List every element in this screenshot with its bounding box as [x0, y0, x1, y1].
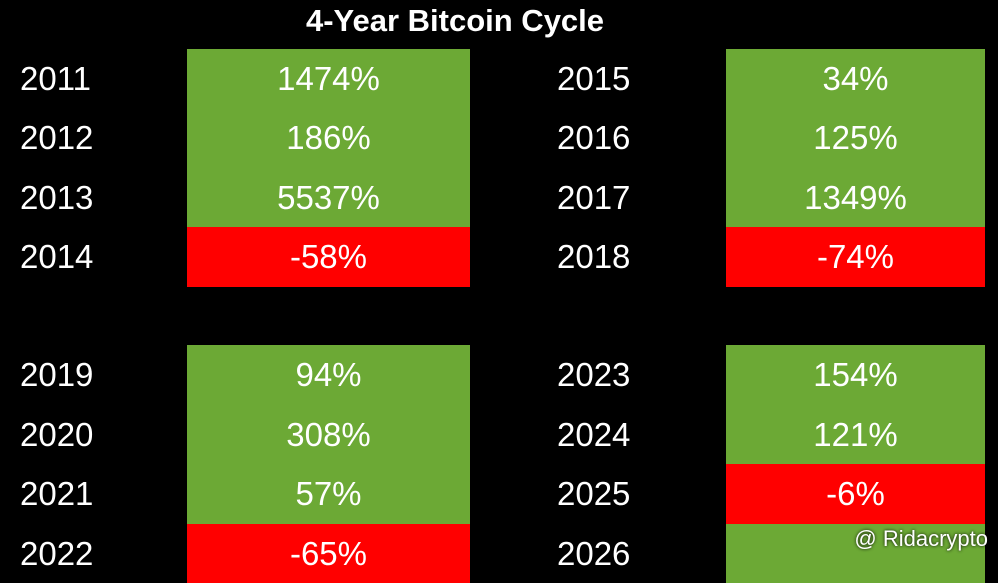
change-cell: 1349% [726, 168, 985, 228]
title: 4-Year Bitcoin Cycle [0, 0, 910, 42]
year-label: 2021 [20, 464, 93, 524]
year-label: 2026 [557, 524, 630, 583]
year-label: 2023 [557, 345, 630, 405]
change-cell: 34% [726, 49, 985, 109]
change-cell: 94% [187, 345, 470, 405]
change-cell: 57% [187, 464, 470, 524]
change-cell: 186% [187, 108, 470, 168]
year-label: 2015 [557, 49, 630, 109]
year-label: 2014 [20, 227, 93, 287]
year-label: 2024 [557, 405, 630, 465]
change-cell: 308% [187, 405, 470, 465]
change-cell: -6% [726, 464, 985, 524]
year-label: 2018 [557, 227, 630, 287]
year-label: 2012 [20, 108, 93, 168]
change-cell: 125% [726, 108, 985, 168]
year-label: 2013 [20, 168, 93, 228]
change-cell: -65% [187, 524, 470, 583]
year-label: 2016 [557, 108, 630, 168]
year-label: 2020 [20, 405, 93, 465]
year-label: 2025 [557, 464, 630, 524]
year-label: 2011 [20, 49, 91, 109]
page: {"title": "4-Year Bitcoin Cycle", "block… [0, 0, 998, 560]
change-cell: -74% [726, 227, 985, 287]
year-label: 2019 [20, 345, 93, 405]
watermark: @ Ridacrypto [854, 526, 988, 552]
year-label: 2022 [20, 524, 93, 583]
change-cell: 154% [726, 345, 985, 405]
change-cell: 121% [726, 405, 985, 465]
change-cell: -58% [187, 227, 470, 287]
year-label: 2017 [557, 168, 630, 228]
change-cell: 1474% [187, 49, 470, 109]
change-cell: 5537% [187, 168, 470, 228]
